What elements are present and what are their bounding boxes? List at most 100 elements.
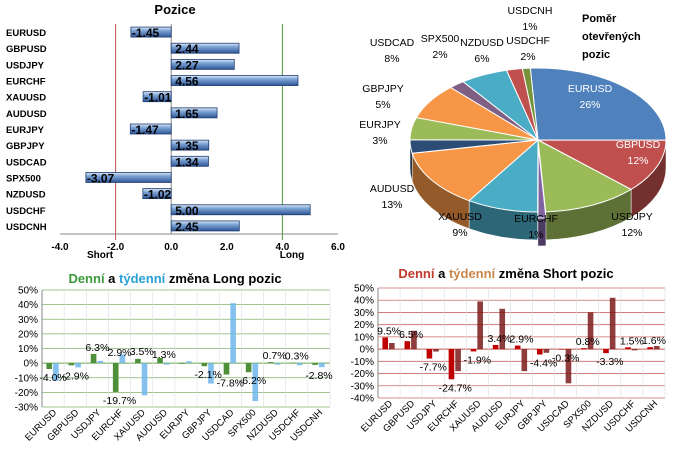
data-label-spx500: -6.2% bbox=[239, 375, 266, 387]
bar-denn--spx500 bbox=[245, 363, 252, 373]
long-change-title: Denní a týdenní změna Long pozic bbox=[68, 271, 281, 286]
bar-t-denn--eurjpy bbox=[186, 361, 192, 364]
pie-label-usdcad: USDCAD bbox=[370, 37, 415, 49]
data-label-spx500: 0.8% bbox=[576, 336, 600, 348]
bar-denn--usdcad bbox=[559, 349, 565, 350]
pie-title-line-2: otevřených bbox=[582, 31, 641, 43]
data-label-gbpjpy: -4.4% bbox=[530, 357, 557, 369]
bar-t-denn--eurjpy bbox=[521, 349, 528, 372]
pie-chart: Poměr otevřených pozic EURUSD 26% GBPUSD 12… bbox=[359, 5, 667, 247]
bar-t-denn--usdjpy bbox=[97, 360, 104, 364]
bar-t-denn--spx500 bbox=[587, 312, 594, 350]
pie-slices bbox=[409, 67, 667, 247]
bar-gbpusd bbox=[170, 42, 240, 54]
data-label-audusd: 1.3% bbox=[152, 349, 176, 361]
pie-title-line-3: pozic bbox=[582, 49, 610, 61]
category-label-nzdusd: NZDUSD bbox=[6, 190, 46, 201]
y-tick-label: -10% bbox=[15, 373, 38, 384]
y-tick-label: 30% bbox=[18, 315, 38, 326]
bar-eurchf bbox=[170, 75, 299, 86]
bar-denn--usdcnh bbox=[312, 363, 318, 365]
bar-nzdusd bbox=[142, 188, 172, 200]
category-label-usdcnh: USDCNH bbox=[6, 222, 47, 233]
pie-slice-eurchf bbox=[537, 145, 547, 219]
y-tick-label: 50% bbox=[354, 284, 374, 295]
bar-t-denn--eurchf bbox=[455, 349, 461, 372]
data-label-usdcad: -0.3% bbox=[552, 352, 579, 364]
bar-t-denn--usdcnh bbox=[653, 346, 660, 350]
title-part: Denní bbox=[68, 271, 105, 286]
pie-slice-eurusd bbox=[529, 67, 667, 141]
long-change-chart: Denní a týdenní změna Long pozic 50% 40% 3… bbox=[15, 271, 333, 444]
pie-percent-xauusd: 9% bbox=[452, 227, 467, 239]
bar-t-denn--audusd bbox=[499, 308, 506, 350]
bar-t-denn--eurchf bbox=[119, 354, 126, 364]
bar-eurjpy bbox=[129, 123, 172, 135]
bar-t-denn--nzdusd bbox=[274, 363, 281, 365]
pie-label-gbpjpy: GBPJPY bbox=[362, 83, 403, 95]
value-label-eurchf: 4.56 bbox=[175, 75, 199, 89]
bar-t-denn--gbpjpy bbox=[208, 363, 214, 384]
bar-t-denn--usdchf bbox=[631, 349, 638, 351]
x-tick-label: 0.0 bbox=[164, 242, 178, 253]
pie-label-audusd: AUDUSD bbox=[370, 183, 415, 195]
y-tick-label: 0% bbox=[24, 359, 39, 370]
pie-label-eurchf: EURCHF bbox=[514, 213, 558, 225]
bar-denn--usdcad bbox=[223, 363, 230, 375]
y-tick-label: 20% bbox=[18, 329, 38, 340]
positions-category-labels: EURUSD GBPUSD USDJPY EURCHF XAUUSD AUDUSD EURJ… bbox=[6, 28, 47, 233]
y-tick-label: 10% bbox=[354, 332, 374, 343]
bar-t-denn--xauusd bbox=[141, 363, 148, 396]
bar-usdcnh bbox=[170, 220, 240, 232]
category-label-spx500: SPX500 bbox=[6, 173, 41, 184]
value-label-spx500: -3.07 bbox=[87, 171, 115, 185]
bar-t-denn--spx500 bbox=[252, 363, 259, 402]
bar-denn--usdcnh bbox=[647, 347, 653, 350]
bar-denn--nzdusd bbox=[267, 362, 274, 364]
bar-t-denn--usdjpy bbox=[433, 349, 439, 352]
bar-audusd bbox=[170, 107, 218, 119]
pie-percent-gbpusd: 12% bbox=[627, 155, 648, 167]
bar-denn--usdchf bbox=[290, 362, 296, 364]
bar-eurusd bbox=[130, 26, 172, 38]
data-label-gbpusd: -2.9% bbox=[62, 370, 89, 382]
bar-denn--usdjpy bbox=[90, 353, 97, 364]
x-tick-label: 6.0 bbox=[331, 242, 345, 253]
data-label-usdcnh: -2.8% bbox=[305, 370, 332, 382]
category-label-audusd: AUDUSD bbox=[6, 109, 47, 120]
data-label-usdcad: -7.8% bbox=[217, 378, 244, 390]
bar-t-denn--gbpjpy bbox=[543, 349, 550, 353]
value-label-eurusd: -1.45 bbox=[132, 26, 160, 40]
category-label-usdjpy: USDJPY bbox=[6, 60, 45, 71]
short-change-title: Denní a týdenní změna Short pozic bbox=[398, 266, 613, 281]
bar-t-denn--audusd bbox=[163, 363, 170, 365]
pie-label-eurusd: EURUSD bbox=[568, 83, 613, 95]
pie-label-nzdusd: NZDUSD bbox=[460, 37, 504, 49]
data-label-xauusd: -1.9% bbox=[464, 354, 491, 366]
bar-denn--eurjpy bbox=[514, 345, 521, 350]
title-part: změna Short pozic bbox=[495, 266, 613, 281]
long-change-plot: 50%40%30%20%10%0%-10%-20%-30%EURUSDGBPUS… bbox=[15, 286, 333, 444]
bar-t-denn--gbpusd bbox=[75, 363, 81, 368]
pie-percent-usdcnh: 1% bbox=[522, 21, 537, 33]
bar-t-denn--usdcnh bbox=[318, 363, 325, 368]
category-label-usdchf: USDCHF bbox=[6, 206, 46, 217]
data-label-eurusd: 9.5% bbox=[377, 326, 401, 338]
bar-denn--eurusd bbox=[46, 363, 53, 369]
category-label-gbpjpy: GBPJPY bbox=[6, 141, 45, 152]
bar-denn--nzdusd bbox=[603, 349, 609, 354]
bar-denn--eurjpy bbox=[179, 363, 185, 364]
category-label-eurjpy: EURJPY bbox=[6, 125, 45, 136]
bar-usdcad bbox=[170, 155, 209, 167]
pie-percent-spx500: 2% bbox=[432, 49, 447, 61]
bar-t-denn--usdcad bbox=[565, 349, 572, 384]
bar-denn--eurusd bbox=[382, 337, 389, 350]
value-label-usdjpy: 2.27 bbox=[175, 58, 199, 72]
title-part: Denní bbox=[398, 266, 435, 281]
category-label-eurchf: EURCHF bbox=[6, 77, 46, 88]
value-label-usdcnh: 2.45 bbox=[175, 220, 199, 234]
y-tick-label: -20% bbox=[351, 369, 374, 380]
positions-chart: Pozice -1.45 2.44 2.27 4.56-1.011.65 -1.47 1.… bbox=[6, 2, 345, 261]
data-label-usdchf: 1.5% bbox=[620, 335, 644, 347]
short-label: Short bbox=[87, 250, 114, 261]
